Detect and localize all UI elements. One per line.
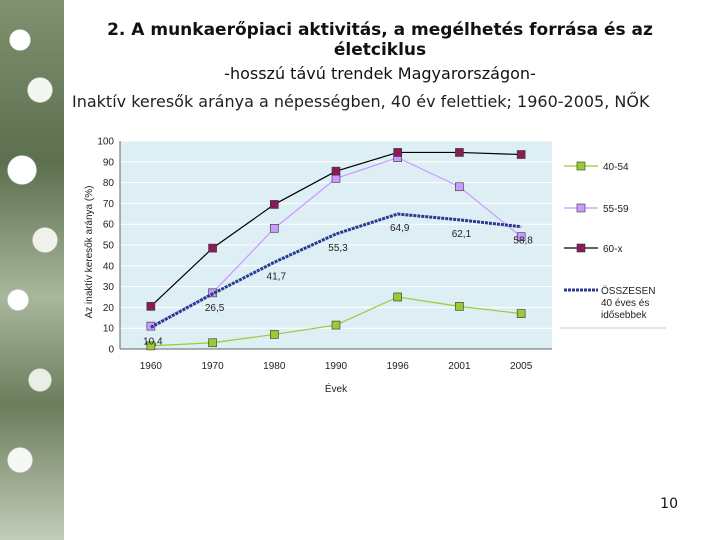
x-tick-label: 1980 — [263, 361, 286, 372]
page-number: 10 — [660, 496, 678, 512]
data-point-marker — [516, 150, 526, 159]
legend-marker — [576, 203, 586, 213]
data-point-marker — [269, 330, 279, 339]
y-tick-label: 100 — [97, 137, 114, 148]
data-point-marker — [208, 338, 217, 348]
data-label: 10,4 — [143, 336, 163, 347]
x-tick-label: 1996 — [387, 361, 410, 372]
decorative-flower-strip — [0, 0, 64, 540]
data-label: 58,8 — [513, 236, 533, 247]
x-tick-label: 1990 — [325, 361, 348, 372]
y-tick-label: 60 — [103, 220, 115, 231]
x-tick-label: 2001 — [448, 361, 471, 372]
y-tick-label: 80 — [103, 178, 115, 189]
data-point-marker — [516, 232, 526, 241]
legend-label: 40-54 — [603, 162, 629, 173]
data-point-marker — [331, 166, 341, 176]
data-label: 26,5 — [205, 303, 225, 314]
chart-caption: Inaktív keresők aránya a népességben, 40… — [72, 92, 650, 111]
data-point-marker — [516, 309, 526, 318]
y-tick-label: 10 — [103, 324, 115, 335]
series-line-összesen — [150, 212, 522, 329]
legend-label: 60-x — [603, 244, 622, 255]
data-point-marker — [331, 174, 341, 183]
y-tick-label: 30 — [103, 282, 115, 293]
legend-marker — [576, 243, 586, 253]
data-point-marker — [393, 292, 403, 302]
slide-subtitle: -hosszú távú trendek Magyarországon- — [224, 64, 536, 83]
data-point-marker — [455, 182, 464, 192]
legend-label: 40 éves és — [601, 298, 649, 309]
data-point-marker — [455, 302, 464, 311]
x-tick-label: 1970 — [201, 361, 224, 372]
data-point-marker — [331, 320, 341, 330]
data-point-marker — [269, 224, 279, 233]
y-axis-title: Az inaktív keresők aránya (%) — [84, 186, 95, 319]
data-point-marker — [393, 148, 403, 157]
y-tick-label: 50 — [103, 241, 115, 252]
legend-label: 55-59 — [603, 204, 629, 215]
data-point-marker — [208, 243, 217, 253]
x-axis-title: Évek — [325, 382, 348, 395]
slide-title: 2. A munkaerőpiaci aktivitás, a megélhet… — [107, 20, 653, 60]
y-tick-label: 40 — [103, 261, 115, 272]
y-tick-label: 90 — [103, 157, 115, 168]
data-point-marker — [269, 200, 279, 209]
legend-box — [558, 141, 666, 331]
data-label: 64,9 — [390, 223, 410, 234]
x-tick-label: 2005 — [510, 361, 533, 372]
y-tick-label: 70 — [103, 199, 115, 210]
data-point-marker — [146, 302, 156, 311]
y-tick-label: 0 — [108, 345, 114, 356]
data-point-marker — [455, 148, 464, 157]
data-point-marker — [146, 341, 156, 351]
legend-label: idősebbek — [601, 310, 648, 321]
data-label: 55,3 — [328, 243, 348, 254]
data-label: 62,1 — [452, 229, 472, 240]
legend-label: ÖSSZESEN — [601, 285, 655, 297]
y-tick-label: 20 — [103, 303, 115, 314]
x-tick-label: 1960 — [140, 361, 163, 372]
data-label: 41,7 — [267, 271, 287, 282]
legend-marker — [576, 161, 586, 171]
